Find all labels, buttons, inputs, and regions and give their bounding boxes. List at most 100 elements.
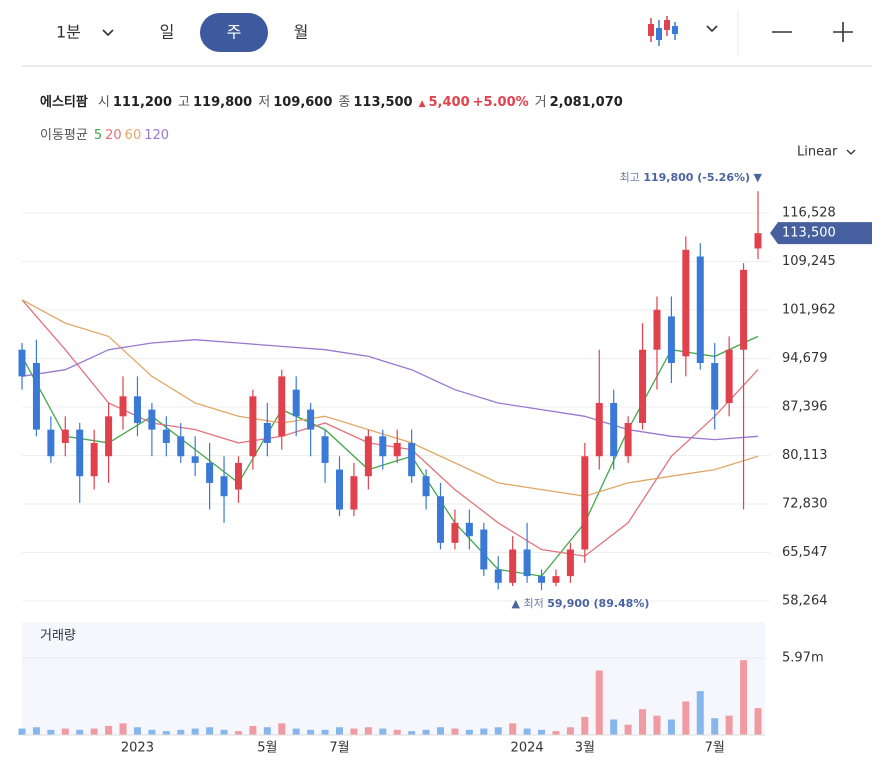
volume-bar — [18, 728, 26, 735]
candle-body — [682, 249, 690, 357]
volume-bar — [206, 727, 214, 735]
volume-bar — [105, 725, 113, 735]
volume-bar — [451, 728, 459, 735]
candle-body — [133, 396, 141, 423]
y-tick-label: 109,245 — [782, 254, 836, 269]
candle-body — [437, 496, 445, 543]
candle-body — [263, 422, 271, 443]
moving-average — [21, 299, 759, 557]
moving-average — [21, 299, 759, 497]
chevron — [102, 29, 114, 37]
candle-body — [480, 529, 488, 570]
volume-bar — [581, 716, 589, 735]
volume-bar — [437, 727, 445, 735]
candle-body — [465, 522, 473, 537]
zoom-in[interactable] — [833, 22, 853, 42]
candle-body — [711, 363, 719, 410]
interval-select[interactable]: 1분 — [56, 23, 81, 42]
field-value: 111,200 — [112, 95, 173, 110]
volume-bar — [321, 729, 329, 735]
volume-bar — [408, 731, 416, 735]
change-pct: +5.00% — [472, 95, 529, 110]
candle-body — [494, 569, 502, 583]
candle-body — [552, 576, 560, 583]
x-tick-label: 7월 — [329, 741, 349, 756]
candle-icon[interactable] — [648, 16, 678, 46]
volume-bar — [32, 727, 40, 735]
quote-line: 에스티팜 시 111,200 고 119,800 저 109,600 종 113,500 ▲ 5,4… — [40, 91, 626, 110]
volume-bar — [307, 729, 315, 735]
tab-active-bg — [200, 13, 268, 52]
volume-bar — [465, 729, 473, 735]
volume-bar — [595, 670, 603, 735]
candle-body — [379, 436, 387, 457]
x-tick-label: 7월 — [705, 741, 725, 756]
extreme-annotation: ▲ 최저 59,900 (89.48%) — [512, 597, 650, 610]
annotation-text: 최고 — [620, 171, 640, 184]
ma-label: 이동평균 — [40, 128, 88, 143]
candle-body — [32, 363, 40, 430]
stock-name: 에스티팜 — [40, 95, 88, 110]
field-value: 113,500 — [353, 95, 413, 110]
candle-body — [191, 456, 199, 463]
tab[interactable]: 주 — [227, 23, 242, 42]
chevron[interactable] — [706, 25, 718, 33]
volume-bar — [220, 729, 228, 735]
volume-bar — [696, 691, 704, 735]
field-label: 시 — [97, 95, 110, 110]
candle-body — [234, 462, 242, 490]
volume-bar — [740, 660, 748, 735]
volume-bar — [350, 728, 358, 735]
volume-bar — [278, 723, 286, 735]
volume-bar — [191, 728, 199, 735]
volume-bar — [422, 729, 430, 735]
candle-body — [321, 436, 329, 463]
candle-body — [667, 316, 675, 364]
chevron — [846, 149, 856, 155]
volume-bar — [711, 718, 719, 735]
candle-body — [364, 436, 372, 477]
scale-mode[interactable]: Linear — [797, 145, 838, 160]
candle-body — [639, 349, 647, 423]
volume-bar — [538, 729, 546, 735]
volume-bar — [61, 728, 69, 735]
ma-period: 20 — [105, 128, 122, 143]
volume-label: 거 — [534, 95, 547, 110]
volume-bar — [682, 701, 690, 735]
current-price-tag — [770, 222, 872, 245]
candle-body — [740, 269, 748, 350]
candle-body — [624, 422, 632, 457]
field-label: 종 — [338, 95, 351, 110]
y-tick-label: 87,396 — [782, 400, 828, 415]
volume-bar — [494, 727, 502, 735]
change: 5,400 — [428, 95, 470, 110]
tab[interactable]: 월 — [294, 23, 309, 42]
volume-bar — [90, 728, 98, 735]
extreme-annotation: 최고 119,800 (-5.26%) ▼ — [620, 171, 763, 184]
candle-body — [220, 476, 228, 497]
candle-body — [292, 389, 300, 417]
y-tick-label: 94,679 — [782, 351, 828, 366]
candle-body — [335, 469, 343, 510]
volume-bar — [364, 727, 372, 735]
candle-body — [90, 442, 98, 477]
moving-average — [21, 339, 759, 441]
field-value: 109,600 — [273, 95, 333, 110]
candle-body — [206, 462, 214, 483]
volume-tick-label: 5.97m — [782, 650, 824, 665]
field-label: 고 — [178, 95, 190, 110]
tab[interactable]: 일 — [160, 23, 175, 42]
y-tick-label: 65,547 — [782, 545, 828, 560]
ma-legend: 이동평균 5 20 60 120 — [40, 124, 172, 143]
volume-title: 거래량 — [40, 629, 76, 644]
ma-period: 60 — [124, 128, 142, 143]
volume-bar — [566, 727, 574, 735]
y-tick-label: 101,962 — [782, 303, 836, 318]
volume-bar — [148, 729, 156, 735]
candle-body — [162, 429, 170, 443]
y-tick-label: 58,264 — [782, 594, 828, 609]
candle-body — [725, 349, 733, 403]
y-tick-label: 80,113 — [782, 448, 828, 463]
candle-body — [422, 476, 430, 497]
